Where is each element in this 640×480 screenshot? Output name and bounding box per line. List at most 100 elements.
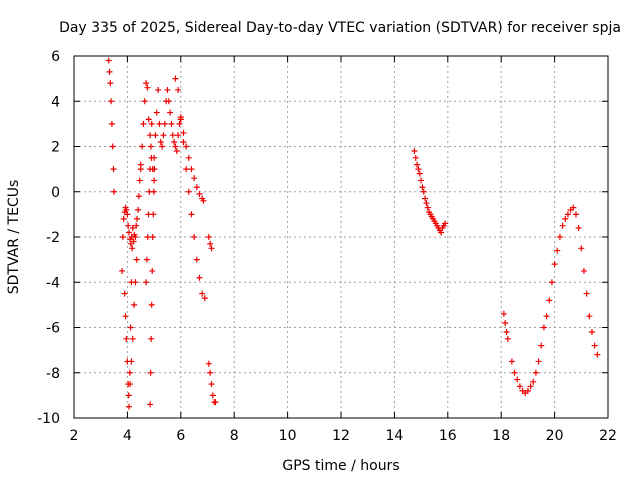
data-point [149,267,156,274]
data-point [135,193,142,200]
data-point [137,166,144,173]
data-point [147,401,154,408]
x-tick-label: 4 [123,428,132,444]
data-point [586,313,593,320]
data-point [156,120,163,127]
data-point [205,360,212,367]
x-tick-label: 14 [385,428,403,444]
data-point [516,383,523,390]
data-point [119,267,126,274]
y-tick-label: 4 [51,94,60,110]
data-point [422,195,429,202]
data-point [538,342,545,349]
data-point [153,109,160,116]
x-tick-label: 2 [70,428,79,444]
data-point [132,234,139,240]
data-point [107,80,114,87]
data-point [143,80,150,87]
data-point [196,191,203,198]
data-point [134,215,141,222]
data-point [176,120,183,127]
data-point [126,403,133,410]
data-point [199,290,206,297]
data-point [583,290,590,297]
data-point [183,143,190,150]
data-point [159,143,166,150]
data-point [151,177,158,184]
y-tick-label: -10 [37,411,60,427]
data-point [110,166,117,173]
data-point [151,154,158,161]
data-point [191,234,198,240]
data-point [580,267,587,274]
data-points [105,57,601,410]
y-axis-label: SDTVAR / TECUs [6,180,22,295]
data-point [169,132,176,139]
x-tick-label: 6 [176,428,185,444]
data-point [201,295,208,302]
data-point [144,84,151,91]
data-point [535,358,542,365]
data-point [136,177,143,184]
data-point [412,154,419,161]
data-point [141,98,148,105]
data-point [570,204,577,211]
data-point [129,335,136,342]
y-tick-label: 0 [51,185,60,201]
data-point [148,301,155,308]
data-point [415,166,422,173]
data-point [122,313,129,320]
data-point [144,234,151,240]
y-tick-label: 6 [51,49,60,65]
data-point [185,188,192,195]
data-point [109,143,116,150]
data-point [168,120,175,127]
data-point [150,188,157,195]
data-point [588,329,595,336]
data-point [147,143,154,150]
data-point [149,234,156,240]
data-point [167,109,174,116]
data-point [157,138,164,145]
data-point [532,369,539,376]
data-point [562,215,569,222]
x-tick-label: 16 [439,428,457,444]
data-point [591,342,598,349]
data-point [180,138,187,145]
data-point [438,229,445,236]
data-point [105,57,112,64]
data-point [125,392,132,399]
data-point [172,75,179,82]
data-point [150,211,157,218]
data-point [132,279,139,286]
data-point [133,222,140,229]
data-point [128,358,135,365]
data-point [108,98,115,105]
data-point [129,224,136,231]
data-point [180,129,187,136]
data-point [155,86,162,93]
data-point [148,120,155,127]
data-point [160,132,167,139]
data-point [147,132,154,139]
x-tick-label: 10 [279,428,297,444]
data-point [126,229,133,236]
data-point [175,132,182,139]
data-point [514,376,521,383]
data-point [106,68,113,75]
data-point [504,335,511,342]
data-point [161,120,168,127]
data-point [173,148,180,155]
y-tick-label: -8 [46,366,60,382]
data-point [127,324,134,331]
data-point [131,301,138,308]
data-point [139,143,146,150]
data-point [578,245,585,252]
data-point [193,256,200,263]
data-point [165,98,172,105]
data-point [145,116,152,123]
data-point [209,392,216,399]
data-point [543,313,550,320]
